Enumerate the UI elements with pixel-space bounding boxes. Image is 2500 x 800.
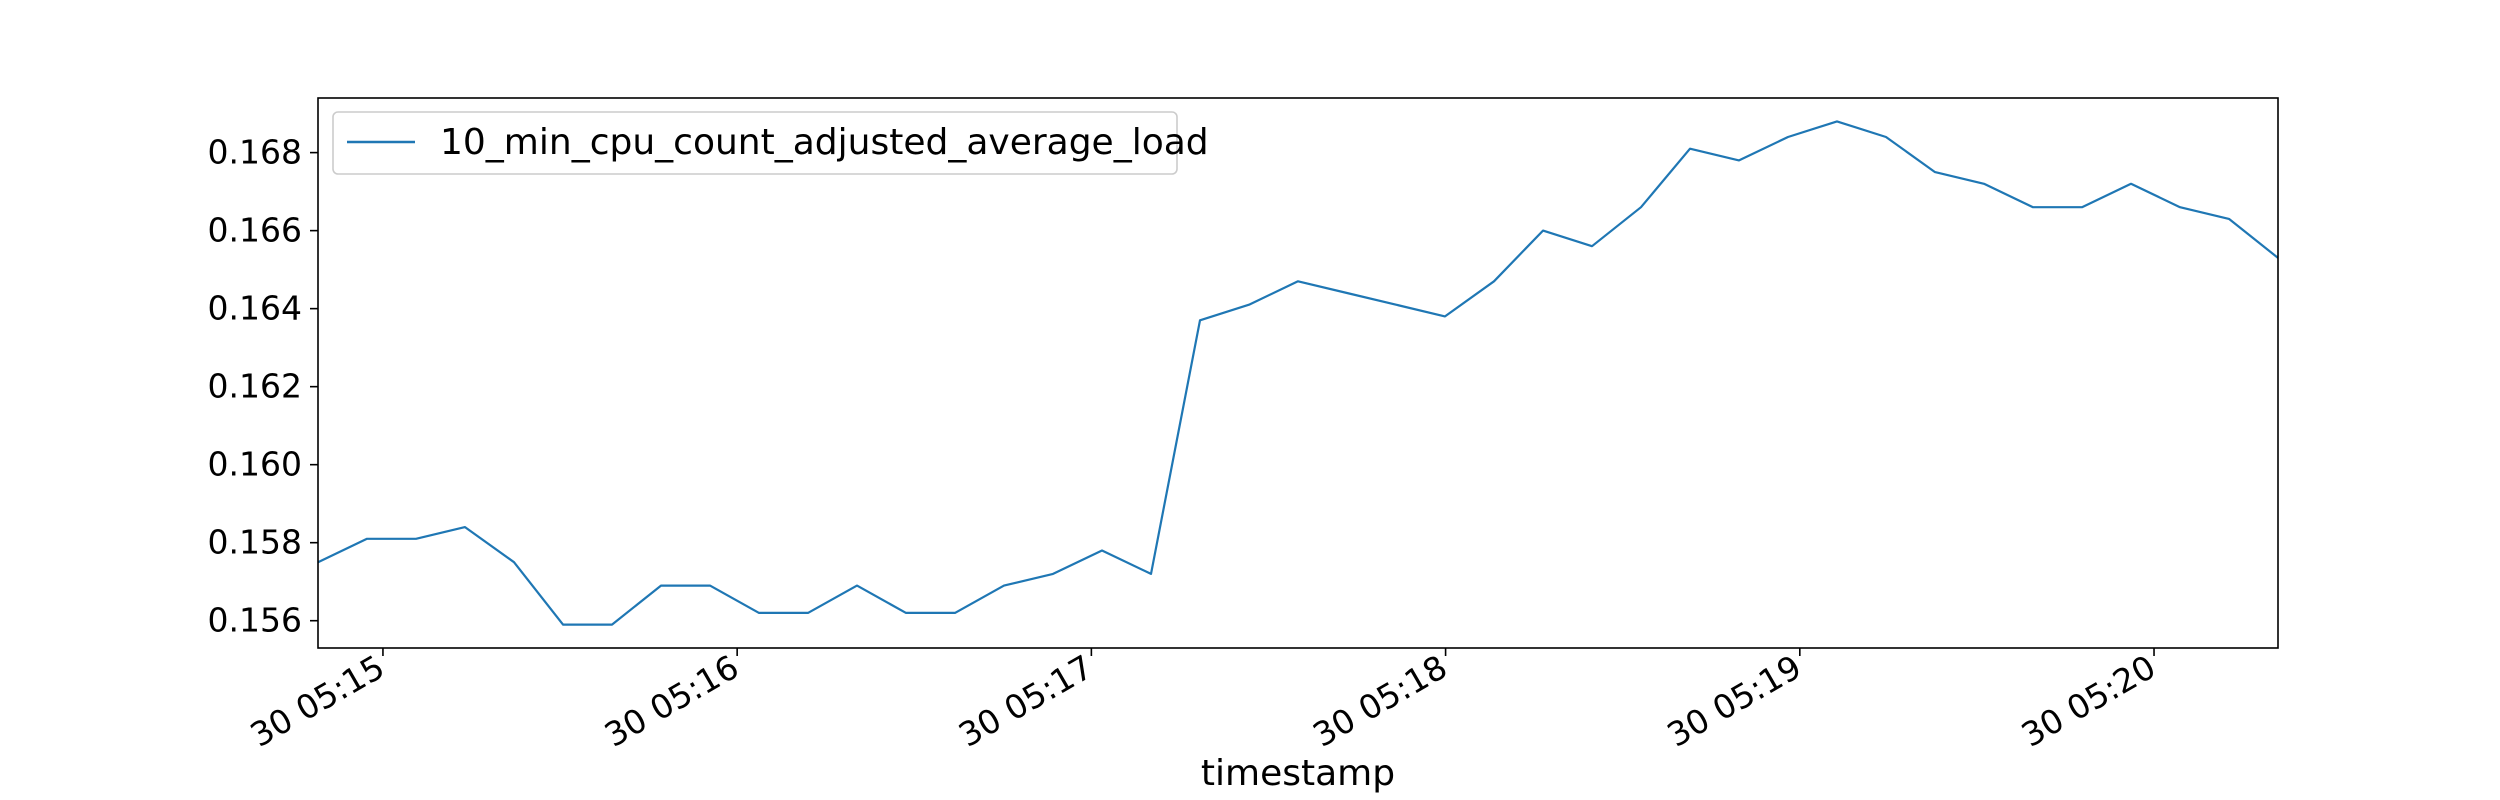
x-axis-ticks: 30 05:15 30 05:16 30 05:17 30 05:18 30 05:19… xyxy=(244,647,2162,755)
legend-box xyxy=(332,111,1178,175)
y-tick-label: 0.158 xyxy=(208,523,302,562)
series-layer xyxy=(317,120,2279,626)
x-axis-title: timestamp xyxy=(1201,753,1395,794)
series-line-0 xyxy=(317,120,2279,626)
x-tick-label: 30 05:15 xyxy=(244,647,391,755)
y-axis-ticks: 0.156 0.158 0.160 0.162 0.164 0.166 0.168 xyxy=(208,133,318,640)
y-tick-label: 0.166 xyxy=(208,211,302,250)
y-tick-label: 0.162 xyxy=(208,367,302,406)
y-tick-label: 0.168 xyxy=(208,133,302,172)
x-tick-label: 30 05:20 xyxy=(2015,647,2162,755)
legend: 10_min_cpu_count_adjusted_average_load xyxy=(332,111,1209,175)
legend-label: 10_min_cpu_count_adjusted_average_load xyxy=(440,122,1209,163)
x-tick-label: 30 05:17 xyxy=(952,647,1099,755)
y-tick-label: 0.160 xyxy=(208,445,302,484)
y-tick-label: 0.164 xyxy=(208,289,302,328)
x-tick-label: 30 05:16 xyxy=(598,647,745,755)
y-tick-label: 0.156 xyxy=(208,601,302,640)
x-tick-label: 30 05:19 xyxy=(1660,647,1807,755)
plot-area xyxy=(318,98,2278,648)
x-tick-label: 30 05:18 xyxy=(1306,647,1453,755)
plot-frame xyxy=(317,97,2279,649)
